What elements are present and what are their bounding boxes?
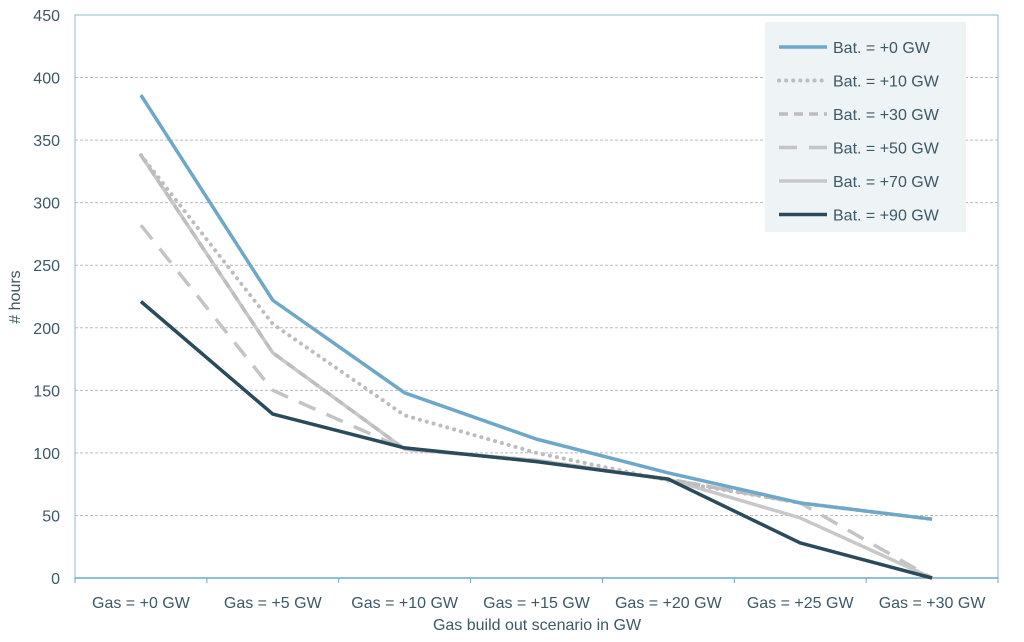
x-tick-label: Gas = +20 GW xyxy=(615,595,723,612)
y-tick-label: 350 xyxy=(33,133,60,150)
x-tick-label: Gas = +0 GW xyxy=(92,595,191,612)
y-tick-label: 50 xyxy=(42,508,60,525)
x-tick-label: Gas = +30 GW xyxy=(879,595,987,612)
y-tick-label: 400 xyxy=(33,71,60,88)
series-line xyxy=(139,300,933,580)
legend-label: Bat. = +30 GW xyxy=(833,107,940,124)
y-tick-label: 450 xyxy=(33,8,60,25)
series-line xyxy=(139,94,933,521)
y-tick-label: 300 xyxy=(33,196,60,213)
y-tick-label: 100 xyxy=(33,446,60,463)
y-tick-label: 150 xyxy=(33,383,60,400)
legend-label: Bat. = +70 GW xyxy=(833,174,940,191)
y-tick-label: 250 xyxy=(33,258,60,275)
y-tick-label: 200 xyxy=(33,321,60,338)
legend-label: Bat. = +0 GW xyxy=(833,40,931,57)
x-tick-label: Gas = +10 GW xyxy=(351,595,459,612)
x-axis-label: Gas build out scenario in GW xyxy=(433,617,642,634)
x-tick-label: Gas = +15 GW xyxy=(483,595,591,612)
legend-box xyxy=(765,22,966,232)
legend-label: Bat. = +90 GW xyxy=(833,208,940,225)
x-tick-label: Gas = +5 GW xyxy=(224,595,323,612)
x-tick-label: Gas = +25 GW xyxy=(747,595,855,612)
y-tick-label: 0 xyxy=(51,571,60,588)
y-axis-label: # hours xyxy=(7,270,24,323)
legend-label: Bat. = +50 GW xyxy=(833,141,940,158)
legend-label: Bat. = +10 GW xyxy=(833,74,940,91)
